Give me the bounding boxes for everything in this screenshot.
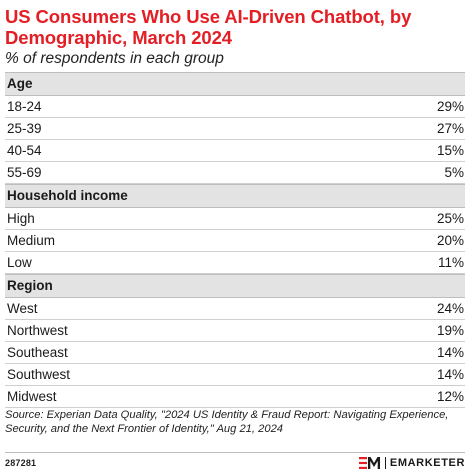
brand-logo: EMARKETER — [358, 456, 465, 470]
table-row: High 25% — [5, 208, 465, 230]
row-label: Southeast — [7, 345, 68, 360]
row-value: 14% — [436, 367, 464, 382]
row-label: 40-54 — [7, 143, 42, 158]
source-note: Source: Experian Data Quality, "2024 US … — [5, 409, 449, 435]
row-value: 29% — [436, 99, 464, 114]
section-header: Age — [5, 72, 465, 96]
row-label: 25-39 — [7, 121, 42, 136]
row-label: High — [7, 211, 35, 226]
row-value: 25% — [436, 211, 464, 226]
brand-name: EMARKETER — [389, 457, 465, 469]
table-row: Low 11% — [5, 252, 465, 274]
row-label: 55-69 — [7, 165, 42, 180]
footer: 287281 EMARKETER — [5, 452, 465, 473]
row-value: 12% — [436, 389, 464, 404]
row-value: 19% — [436, 323, 464, 338]
chart-container: US Consumers Who Use AI-Driven Chatbot, … — [5, 0, 465, 436]
row-label: West — [7, 301, 38, 316]
table-row: 40-54 15% — [5, 140, 465, 162]
row-value: 5% — [444, 165, 464, 180]
chart-title: US Consumers Who Use AI-Driven Chatbot, … — [5, 6, 412, 48]
table-row: West 24% — [5, 298, 465, 320]
table-row: Midwest 12% — [5, 386, 465, 408]
table-row: 55-69 5% — [5, 162, 465, 184]
chart-id: 287281 — [5, 458, 37, 468]
row-label: Midwest — [7, 389, 57, 404]
table-row: Medium 20% — [5, 230, 465, 252]
row-label: Southwest — [7, 367, 71, 382]
row-value: 15% — [436, 143, 464, 158]
table-row: Southeast 14% — [5, 342, 465, 364]
row-label: 18-24 — [7, 99, 42, 114]
row-value: 20% — [436, 233, 464, 248]
row-value: 27% — [436, 121, 464, 136]
row-value: 14% — [436, 345, 464, 360]
row-value: 24% — [436, 301, 464, 316]
table-row: 18-24 29% — [5, 96, 465, 118]
row-label: Medium — [7, 233, 56, 248]
row-value: 11% — [437, 255, 464, 270]
section-header: Region — [5, 274, 465, 298]
row-label: Northwest — [7, 323, 68, 338]
chart-subtitle: % of respondents in each group — [5, 50, 224, 67]
data-table: Age 18-24 29% 25-39 27% 40-54 15% 55-69 5% Househ… — [5, 72, 465, 408]
section-header: Household income — [5, 184, 465, 208]
em-logo-icon — [358, 457, 380, 469]
row-label: Low — [7, 255, 32, 270]
brand-separator — [384, 457, 386, 469]
table-row: Southwest 14% — [5, 364, 465, 386]
table-row: Northwest 19% — [5, 320, 465, 342]
table-row: 25-39 27% — [5, 118, 465, 140]
